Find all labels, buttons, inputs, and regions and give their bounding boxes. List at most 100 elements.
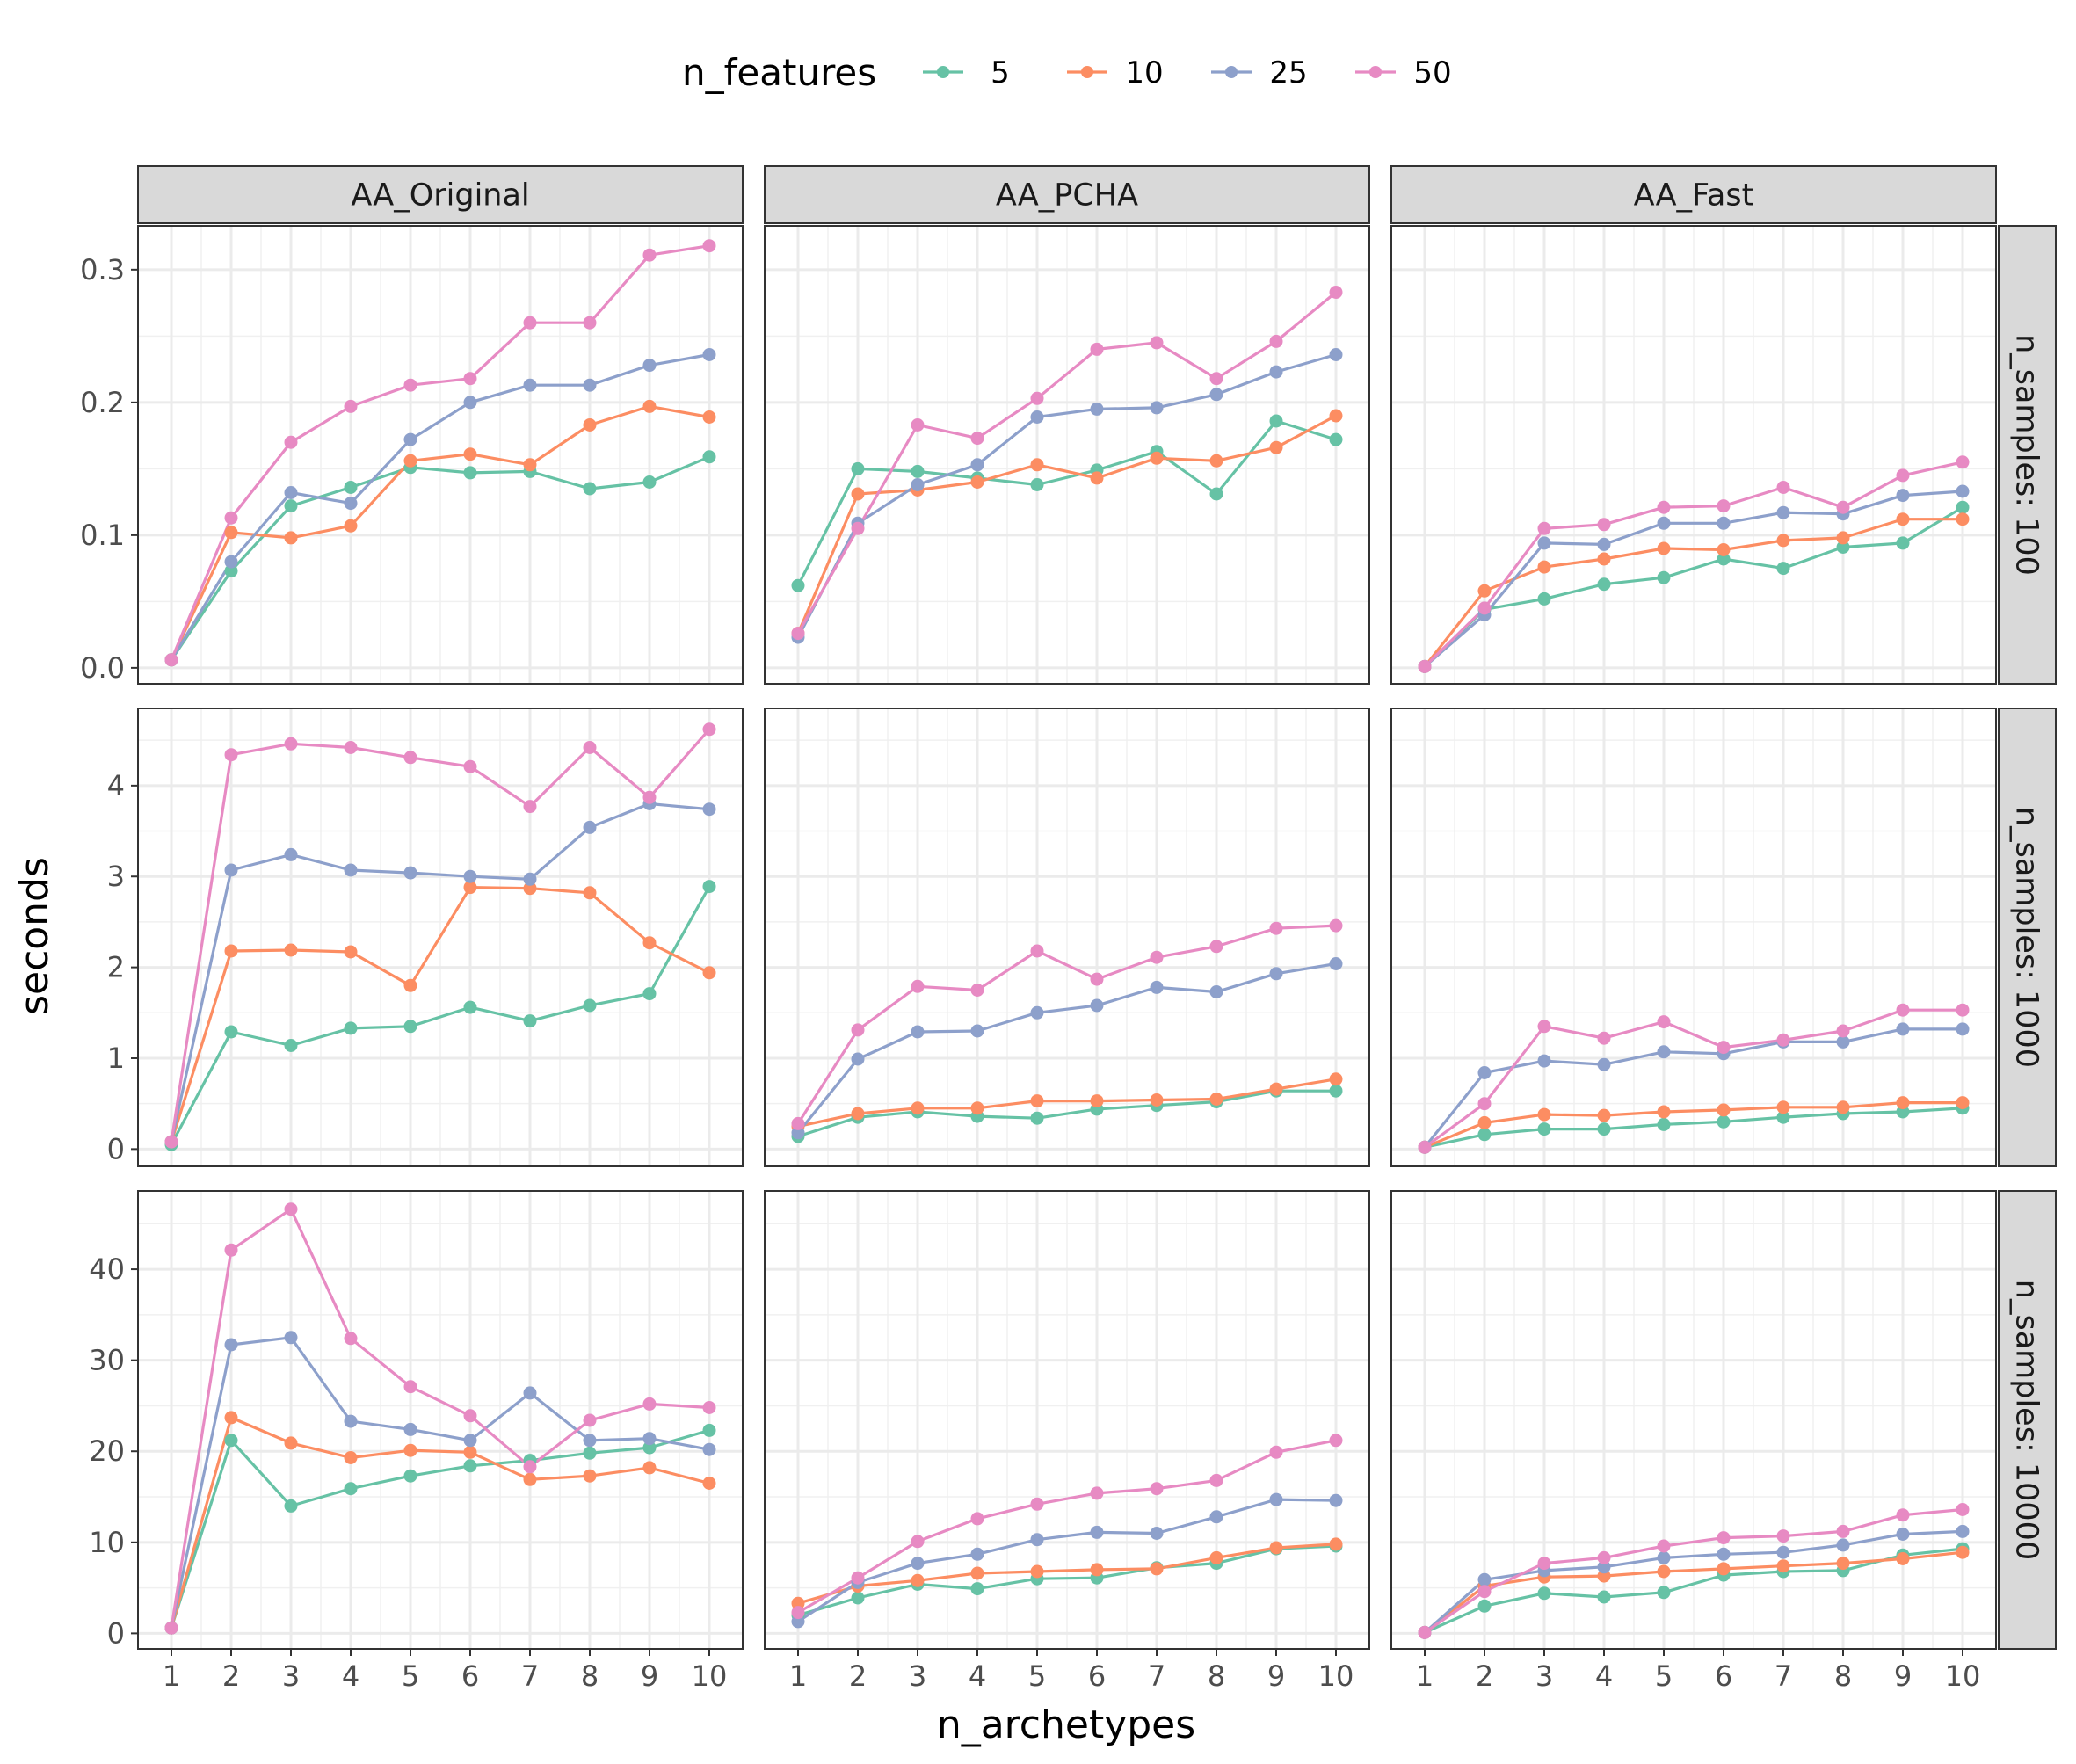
data-point-50: [164, 1621, 178, 1635]
data-point-5: [911, 464, 925, 478]
panel-border: [764, 1190, 1370, 1650]
data-point-50: [791, 1606, 805, 1620]
data-point-25: [1329, 1493, 1343, 1507]
data-point-10: [463, 1445, 477, 1459]
data-point-50: [1269, 1445, 1283, 1459]
x-axis-title: n_archetypes: [937, 1702, 1195, 1747]
series-line-5: [797, 1089, 1336, 1138]
data-point-10: [344, 519, 358, 533]
data-point-10: [1717, 1562, 1731, 1576]
data-point-25: [1269, 365, 1283, 379]
x-tick-label: 3: [282, 1659, 300, 1693]
data-point-25: [970, 458, 984, 472]
data-point-10: [284, 1436, 298, 1450]
data-point-10: [1209, 1550, 1223, 1564]
data-point-50: [851, 521, 865, 535]
panel-AA_PCHA-row-2: [764, 708, 1370, 1167]
data-point-10: [1657, 1564, 1671, 1579]
data-point-10: [1150, 1562, 1164, 1576]
data-point-10: [791, 1596, 805, 1610]
series-line-50: [170, 244, 710, 661]
data-point-25: [702, 348, 716, 361]
data-point-50: [1956, 455, 1970, 469]
data-point-10: [1657, 1105, 1671, 1119]
data-point-50: [1209, 1473, 1223, 1487]
data-point-25: [702, 1442, 716, 1456]
data-point-25: [1717, 1547, 1731, 1561]
data-point-10: [1597, 552, 1611, 566]
data-point-50: [1896, 1508, 1910, 1522]
data-point-50: [403, 378, 417, 392]
series-line-5: [1423, 505, 1963, 668]
data-point-50: [1597, 1550, 1611, 1564]
y-tick-label: 3: [107, 860, 125, 893]
x-tick-label: 10: [1945, 1659, 1981, 1693]
data-point-25: [791, 1615, 805, 1629]
x-tick-label: 4: [969, 1659, 986, 1693]
data-point-25: [911, 1557, 925, 1571]
strip-row-1: [1998, 225, 2057, 685]
x-tick-label: 8: [1208, 1659, 1225, 1693]
data-point-10: [583, 1469, 597, 1483]
data-point-10: [403, 454, 417, 468]
series-line-10: [1424, 1550, 1963, 1634]
series-line-25: [1423, 1529, 1963, 1634]
series-line-10: [170, 1416, 710, 1629]
data-point-10: [583, 886, 597, 900]
strip-column-AA_Original: [137, 165, 744, 224]
data-point-10: [403, 1443, 417, 1457]
strip-label-AA_PCHA: AA_PCHA: [996, 178, 1138, 214]
data-point-25: [224, 863, 238, 877]
series-line-10: [797, 1078, 1337, 1129]
data-point-50: [403, 751, 417, 765]
data-point-10: [1150, 451, 1164, 465]
legend-title: n_features: [682, 51, 876, 94]
data-point-5: [1776, 1110, 1790, 1124]
data-point-50: [1209, 372, 1223, 386]
data-point-50: [224, 1243, 238, 1257]
data-point-10: [224, 944, 238, 958]
panel-border: [1390, 708, 1997, 1167]
panel-border: [1390, 1190, 1997, 1650]
data-point-25: [344, 863, 358, 877]
data-point-50: [1597, 1031, 1611, 1045]
strip-row-label-1: n_samples: 100: [2009, 334, 2044, 576]
data-point-10: [1329, 1537, 1343, 1551]
data-point-10: [1150, 1093, 1164, 1107]
data-point-50: [523, 800, 537, 814]
data-point-10: [970, 475, 984, 489]
data-point-50: [344, 1332, 358, 1346]
data-point-25: [224, 1338, 238, 1352]
data-point-50: [224, 511, 238, 525]
y-tick-label: 20: [89, 1434, 125, 1468]
data-point-25: [1329, 957, 1343, 970]
data-point-10: [1477, 1115, 1492, 1129]
strip-row-label-2: n_samples: 1000: [2009, 807, 2044, 1068]
data-point-10: [851, 1107, 865, 1121]
panel-AA_Original-row-2: [137, 708, 744, 1167]
data-point-10: [642, 936, 657, 950]
data-point-5: [224, 564, 238, 578]
data-point-25: [911, 1025, 925, 1039]
data-point-10: [1090, 1094, 1104, 1108]
data-point-25: [1836, 1538, 1850, 1552]
data-point-50: [1776, 1033, 1790, 1047]
x-tick-label: 9: [641, 1659, 658, 1693]
data-point-5: [463, 1000, 477, 1014]
y-tick-label: 40: [89, 1252, 125, 1286]
data-point-50: [791, 1116, 805, 1130]
series-line-5: [1424, 1547, 1963, 1634]
data-point-5: [791, 578, 805, 592]
data-point-50: [284, 435, 298, 449]
data-point-50: [1956, 1503, 1970, 1516]
data-point-10: [851, 487, 865, 501]
data-point-50: [1418, 1625, 1432, 1639]
data-point-25: [523, 1386, 537, 1400]
data-point-10: [1269, 1082, 1283, 1096]
series-line-5: [1424, 1107, 1963, 1149]
data-point-25: [1597, 537, 1611, 551]
series-line-25: [170, 352, 710, 661]
data-point-25: [1030, 1533, 1044, 1547]
data-point-25: [284, 847, 298, 861]
